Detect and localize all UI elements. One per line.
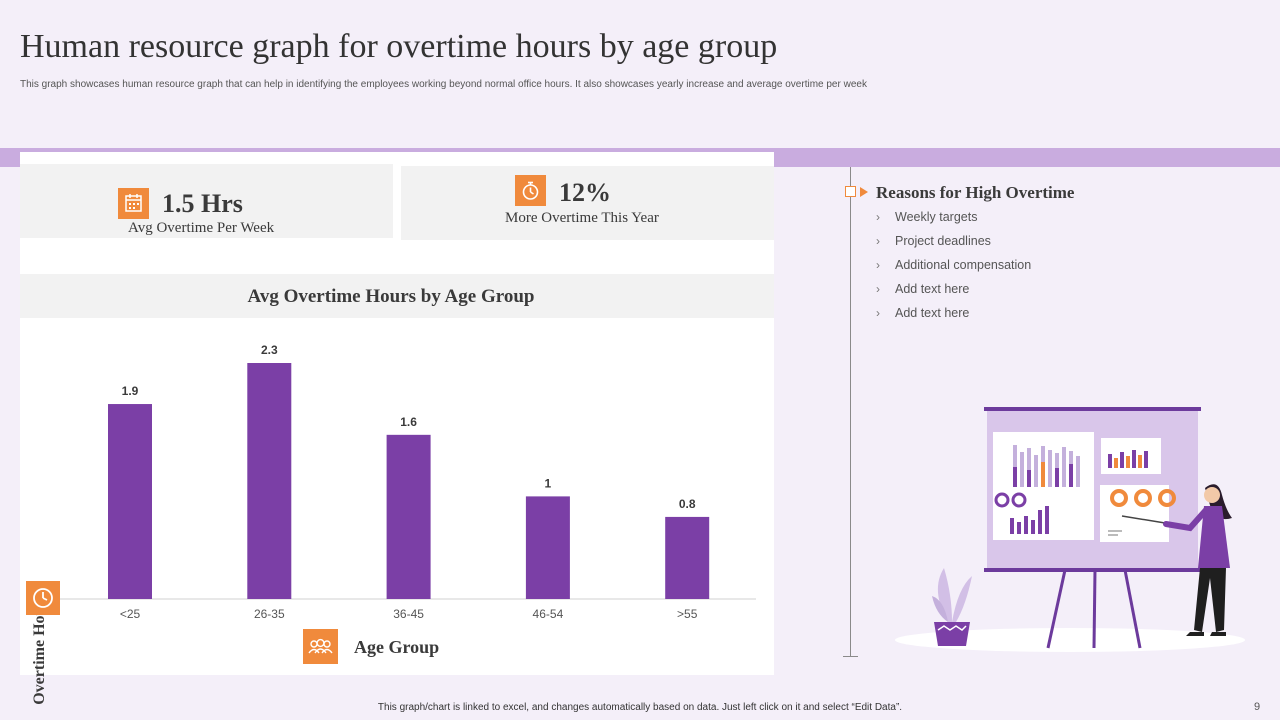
- chevron-right-icon: ›: [876, 210, 880, 224]
- arrow-right-icon: [860, 187, 868, 197]
- x-tick-label: 36-45: [393, 607, 424, 621]
- chevron-right-icon: ›: [876, 234, 880, 248]
- list-item: › Project deadlines: [876, 234, 991, 248]
- kpi-card-overtime-week: 1.5 Hrs Avg Overtime Per Week: [20, 164, 393, 238]
- chevron-right-icon: ›: [876, 282, 880, 296]
- kpi-card-overtime-year: 12% More Overtime This Year: [401, 166, 774, 240]
- timeline-marker: [845, 186, 856, 197]
- bar->55: [665, 516, 710, 599]
- list-item: › Additional compensation: [876, 258, 1032, 272]
- bar-<25: [108, 404, 152, 599]
- page-subtitle: This graph showcases human resource grap…: [20, 79, 867, 90]
- kpi-label: Avg Overtime Per Week: [128, 220, 275, 236]
- page-title: Human resource graph for overtime hours …: [20, 28, 778, 65]
- presenter-illustration: [895, 407, 1245, 652]
- list-item: › Weekly targets: [876, 210, 978, 224]
- list-item: › Add text here: [876, 306, 970, 320]
- x-tick-label: 46-54: [533, 607, 564, 621]
- x-tick-label: 26-35: [254, 607, 285, 621]
- clock-icon: [26, 581, 60, 615]
- chart-title: Avg Overtime Hours by Age Group: [247, 286, 535, 307]
- kpi-label: More Overtime This Year: [505, 210, 659, 226]
- footer-note: This graph/chart is linked to excel, and…: [377, 702, 903, 713]
- bar-36-45: [386, 434, 431, 599]
- page-number: 9: [1254, 701, 1261, 713]
- reasons-title: Reasons for High Overtime: [876, 183, 1075, 202]
- calendar-icon: [118, 188, 149, 219]
- timeline-line: [850, 167, 851, 657]
- kpi-value: 12%: [559, 178, 611, 207]
- data-label: 0.8: [679, 497, 696, 511]
- data-label: 2.3: [261, 343, 278, 357]
- timeline-cap: [843, 656, 858, 657]
- bar-chart: 1.9 <25 2.3 26-35 1.6 36-45 1 46-54 0.8 >55: [40, 343, 756, 621]
- chart-title-bar: Avg Overtime Hours by Age Group: [20, 274, 774, 318]
- list-item: › Add text here: [876, 282, 970, 296]
- data-label: 1.6: [400, 415, 417, 429]
- stopwatch-icon: [515, 175, 546, 206]
- data-label: 1: [545, 476, 552, 490]
- x-tick-label: >55: [677, 607, 698, 621]
- chevron-right-icon: ›: [876, 306, 880, 320]
- x-axis-title: Age Group: [354, 637, 440, 657]
- bar-26-35: [247, 363, 292, 599]
- chart-panel: 1.5 Hrs Avg Overtime Per Week 12% More O…: [20, 152, 774, 705]
- data-label: 1.9: [122, 384, 139, 398]
- reasons-list: › Weekly targets › Project deadlines › Addi…: [876, 210, 1031, 330]
- bar-46-54: [525, 496, 570, 599]
- chevron-right-icon: ›: [876, 258, 880, 272]
- kpi-value: 1.5 Hrs: [162, 189, 243, 218]
- x-tick-label: <25: [120, 607, 141, 621]
- group-icon: [303, 629, 338, 664]
